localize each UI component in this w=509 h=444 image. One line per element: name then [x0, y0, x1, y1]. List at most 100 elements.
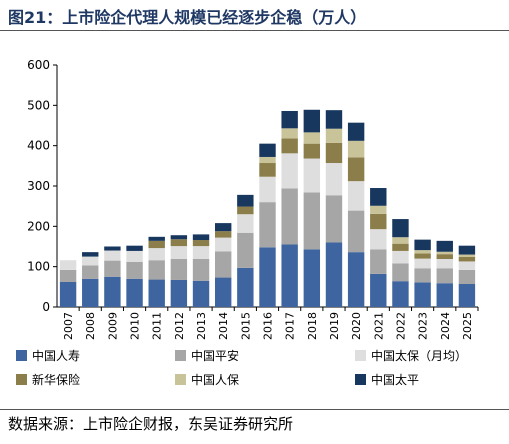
- legend-label: 中国平安: [191, 348, 239, 363]
- legend-swatch: [355, 374, 366, 385]
- bar-segment: [126, 250, 143, 262]
- bar-segment: [170, 279, 188, 307]
- bar-segment: [192, 234, 210, 241]
- bar-segment: [370, 249, 387, 274]
- bar-segment: [82, 256, 99, 266]
- bar-segment: [414, 282, 431, 307]
- bar-segment: [281, 153, 298, 189]
- bar-segment: [259, 202, 276, 248]
- bar-segment: [303, 249, 321, 307]
- x-tick-label: 2018: [306, 312, 319, 340]
- bar-segment: [325, 128, 343, 143]
- x-tick-label: 2011: [151, 312, 164, 340]
- bar-segment: [281, 110, 298, 129]
- bar-segment: [436, 283, 453, 307]
- bar-segment: [347, 140, 365, 158]
- bar-segment: [436, 254, 453, 259]
- bar-segment: [148, 240, 165, 249]
- x-tick-label: 2014: [217, 312, 230, 340]
- bar-segment: [414, 253, 431, 259]
- bar-segment: [303, 143, 321, 159]
- stacked-bar-chart: 0 100 200 300 400 500 600 2007 2008 2009 2010 2011 2…: [16, 58, 479, 387]
- bar-segment: [436, 259, 453, 269]
- bar-segment: [237, 214, 254, 233]
- chart-title: 图21：上市险企代理人规模已经逐步企稳（万人）: [8, 8, 367, 27]
- bar-segment: [458, 284, 476, 307]
- bar-segment: [436, 251, 453, 255]
- bar-segment: [259, 247, 276, 307]
- legend-swatch: [16, 374, 27, 385]
- y-tick-label: 300: [27, 179, 50, 193]
- bar-segment: [148, 236, 165, 241]
- footer-rule: [0, 409, 509, 410]
- x-tick-label: 2020: [350, 312, 363, 340]
- bar-segment: [237, 206, 254, 215]
- bar-segment: [170, 246, 188, 260]
- bar-segment: [170, 239, 188, 247]
- bar-segment: [104, 250, 121, 261]
- bar-segment: [192, 280, 210, 307]
- bar-segment: [303, 192, 321, 250]
- bar-segment: [458, 256, 476, 262]
- bar-segment: [259, 156, 276, 164]
- data-source: 数据来源：上市险企财报，东吴证券研究所: [8, 415, 294, 433]
- bar-segment: [259, 163, 276, 177]
- y-tick-label: 500: [27, 98, 50, 112]
- legend-label: 中国人寿: [32, 348, 80, 363]
- bar-segment: [192, 259, 210, 281]
- x-tick-label: 2016: [262, 312, 275, 340]
- bar-segment: [237, 194, 254, 207]
- bar-segment: [303, 109, 321, 133]
- bar-segment: [414, 239, 431, 251]
- bar-segment: [392, 281, 409, 307]
- bar-segment: [436, 240, 453, 252]
- bar-segment: [192, 240, 210, 247]
- bar-segment: [126, 278, 143, 307]
- bar-segment: [281, 138, 298, 154]
- bar-segment: [170, 259, 188, 280]
- bar-segment: [325, 110, 343, 129]
- bar-segment: [259, 176, 276, 203]
- bar-segment: [82, 278, 99, 307]
- bar-segment: [214, 277, 232, 307]
- x-tick-label: 2009: [106, 312, 119, 340]
- bar-segment: [192, 246, 210, 260]
- bar-segment: [104, 276, 121, 307]
- bar-segment: [347, 157, 365, 182]
- bar-segment: [414, 268, 431, 283]
- bar-segment: [148, 248, 165, 261]
- bar-segment: [214, 223, 232, 232]
- legend: 中国人寿 中国平安 中国太保（月均） 新华保险 中国人保 中国太平: [16, 348, 467, 387]
- bar-segment: [414, 258, 431, 269]
- bar-segment: [370, 273, 387, 307]
- bar-segment: [347, 210, 365, 253]
- bar-segment: [214, 237, 232, 252]
- bar-segment: [237, 232, 254, 268]
- bar-segment: [104, 260, 121, 277]
- x-tick-label: 2025: [461, 312, 474, 340]
- bar-segment: [347, 122, 365, 141]
- bar-segment: [436, 268, 453, 284]
- bar-segment: [148, 260, 165, 280]
- bar-segment: [214, 231, 232, 238]
- legend-swatch: [175, 374, 186, 385]
- bar-segment: [126, 245, 143, 251]
- bar-segment: [59, 281, 77, 307]
- bar-segment: [104, 246, 121, 251]
- x-tick-label: 2008: [84, 312, 97, 340]
- bar-segment: [170, 235, 188, 240]
- bar-segment: [325, 163, 343, 196]
- bar-segment: [458, 254, 476, 257]
- bar-segment: [325, 242, 343, 307]
- bar-segment: [281, 128, 298, 139]
- bar-segment: [59, 269, 77, 282]
- bar-segment: [370, 213, 387, 230]
- x-tick-label: 2013: [195, 312, 208, 340]
- x-tick-label: 2023: [417, 312, 430, 340]
- x-tick-label: 2022: [394, 312, 407, 340]
- bar-segment: [458, 245, 476, 255]
- legend-swatch: [355, 350, 366, 361]
- bar-segment: [281, 188, 298, 245]
- bar-segment: [392, 237, 409, 244]
- x-tick-label: 2012: [173, 312, 186, 340]
